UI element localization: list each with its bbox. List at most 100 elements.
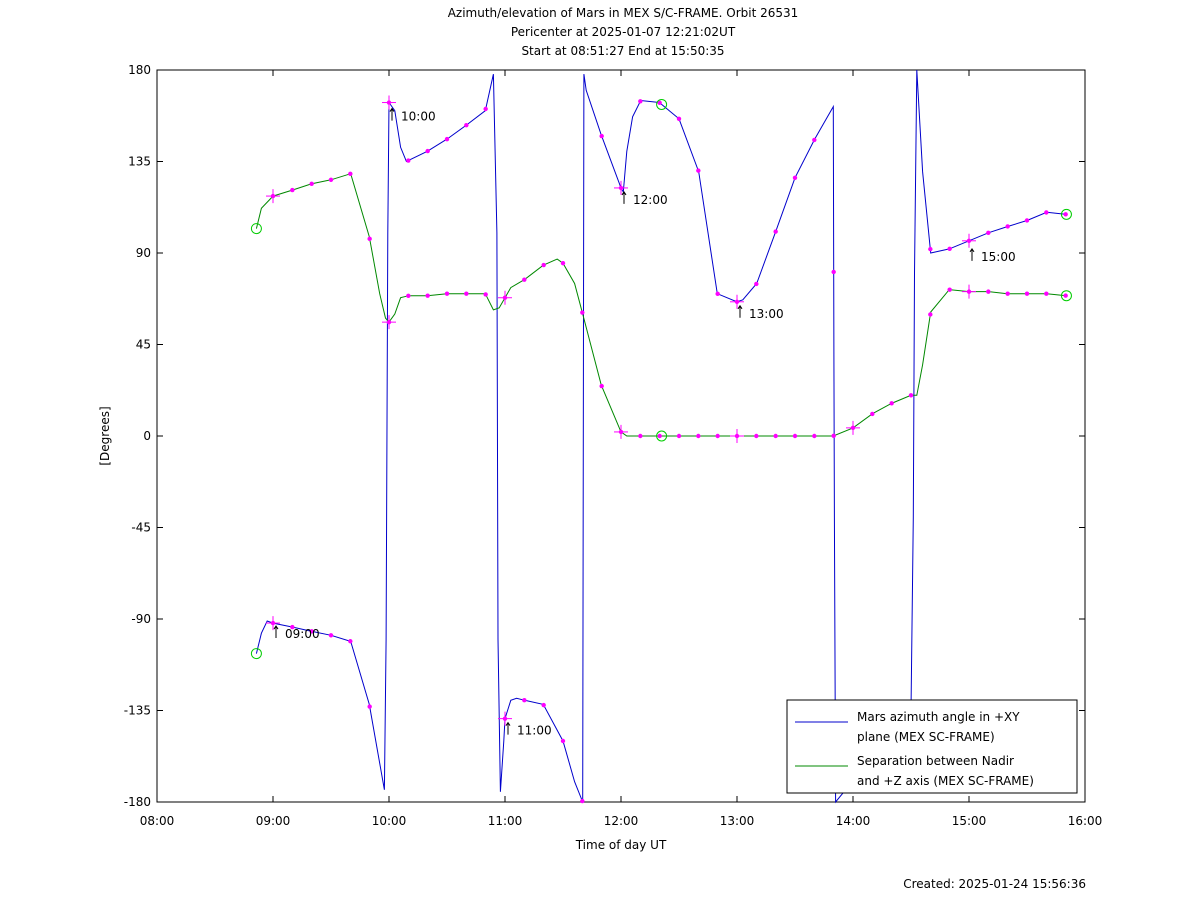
separation-point	[1024, 291, 1030, 296]
time-annotation-label: 11:00	[517, 724, 552, 738]
x-tick-label: 14:00	[836, 814, 871, 828]
separation-point	[406, 293, 411, 298]
x-axis-label: Time of day UT	[575, 838, 667, 852]
separation-point	[889, 401, 894, 406]
y-axis-label: [Degrees]	[98, 406, 112, 465]
title-line-2: Pericenter at 2025-01-07 12:21:02UT	[511, 25, 736, 39]
time-annotation-arrow	[737, 304, 743, 310]
separation-point	[1044, 291, 1049, 296]
separation-point	[792, 433, 798, 439]
separation-point	[1063, 293, 1068, 298]
created-footer: Created: 2025-01-24 15:56:36	[903, 877, 1086, 891]
separation-point	[522, 277, 527, 282]
y-tick-label: 0	[143, 429, 151, 443]
time-annotation-label: 15:00	[981, 250, 1016, 264]
separation-point	[367, 236, 372, 242]
legend-box	[786, 699, 1078, 794]
title-line-3: Start at 08:51:27 End at 15:50:35	[521, 44, 724, 58]
azimuth-point	[1024, 218, 1030, 223]
azimuth-point	[1005, 224, 1010, 229]
separation-point	[483, 292, 488, 297]
separation-point	[599, 383, 604, 389]
azimuth-point	[328, 633, 334, 638]
separation-point	[696, 433, 701, 439]
azimuth-point	[580, 798, 585, 804]
separation-point	[309, 181, 314, 186]
x-tick-label: 11:00	[488, 814, 523, 828]
azimuth-point	[1044, 210, 1049, 215]
legend-azimuth-line-1: Mars azimuth angle in +XY	[857, 710, 1020, 724]
azimuth-point	[812, 137, 817, 143]
azimuth-point	[928, 246, 933, 252]
separation-point	[541, 262, 546, 268]
legend: Mars azimuth angle in +XY plane (MEX SC-…	[786, 699, 1078, 794]
y-axis: 180 135 90 45 0 -45 -90 -135 -180	[124, 63, 1085, 809]
time-annotation-label: 10:00	[401, 110, 436, 124]
azimuth-point	[715, 291, 720, 297]
separation-point	[425, 293, 430, 298]
azimuth-line	[255, 69, 1067, 804]
pericenter-circle	[656, 98, 668, 110]
separation-line	[255, 173, 1067, 437]
separation-point	[812, 433, 817, 439]
series-layer	[255, 69, 1067, 804]
azimuth-point	[754, 281, 759, 287]
azimuth-point	[986, 230, 991, 236]
x-tick-label: 16:00	[1068, 814, 1103, 828]
x-tick-label: 09:00	[256, 814, 291, 828]
x-tick-label: 12:00	[604, 814, 639, 828]
azimuth-point	[309, 629, 314, 634]
azimuth-point	[831, 269, 836, 275]
time-annotation-arrow	[505, 721, 511, 726]
time-annotation-label: 13:00	[749, 307, 784, 321]
azimuth-point	[676, 116, 682, 122]
end-circle	[1060, 290, 1072, 302]
time-annotation-arrow	[273, 625, 279, 630]
time-annotation-arrow	[621, 191, 627, 196]
azimuth-point	[638, 99, 643, 104]
azimuth-point	[1063, 212, 1068, 217]
x-tick-label: 08:00	[140, 814, 175, 828]
separation-point	[908, 393, 914, 398]
separation-point	[560, 260, 566, 266]
separation-point	[638, 433, 643, 439]
separation-point	[328, 177, 334, 182]
azimuth-point	[541, 702, 546, 708]
separation-point	[657, 433, 662, 439]
x-axis: 08:00 09:00 10:00 11:00 12:00 13:00 14:00 15:00…	[140, 70, 1103, 828]
time-annotation-arrow	[389, 107, 395, 112]
azimuth-point	[425, 148, 430, 154]
azimuth-point	[792, 175, 798, 180]
separation-point	[1005, 291, 1010, 296]
azimuth-point	[406, 158, 411, 163]
x-tick-label: 15:00	[952, 814, 987, 828]
separation-point	[986, 289, 991, 294]
y-tick-label: -135	[124, 704, 151, 718]
separation-point	[444, 291, 450, 296]
separation-point	[947, 287, 952, 292]
separation-point	[580, 310, 585, 315]
separation-point	[715, 433, 720, 439]
separation-point	[831, 433, 836, 439]
azimuth-point	[773, 229, 778, 234]
chart-title: Azimuth/elevation of Mars in MEX S/C-FRA…	[448, 6, 799, 58]
y-tick-label: -180	[124, 795, 151, 809]
legend-azimuth-line-2: plane (MEX SC-FRAME)	[857, 730, 995, 744]
azimuth-point	[444, 136, 450, 142]
y-tick-label: 45	[136, 338, 151, 352]
separation-point	[754, 433, 759, 439]
y-tick-label: 135	[128, 155, 151, 169]
x-tick-label: 10:00	[372, 814, 407, 828]
azimuth-point	[367, 704, 372, 709]
azimuth-point	[522, 698, 527, 703]
time-annotation-label: 09:00	[285, 627, 320, 641]
title-line-1: Azimuth/elevation of Mars in MEX S/C-FRA…	[448, 6, 799, 20]
azimuth-point	[696, 168, 701, 173]
azimuth-point	[947, 246, 952, 251]
y-tick-label: -90	[131, 612, 151, 626]
start-circle	[250, 223, 262, 235]
azimuth-point	[483, 106, 488, 112]
azimuth-point	[348, 639, 353, 644]
azimuth-point	[657, 100, 662, 106]
